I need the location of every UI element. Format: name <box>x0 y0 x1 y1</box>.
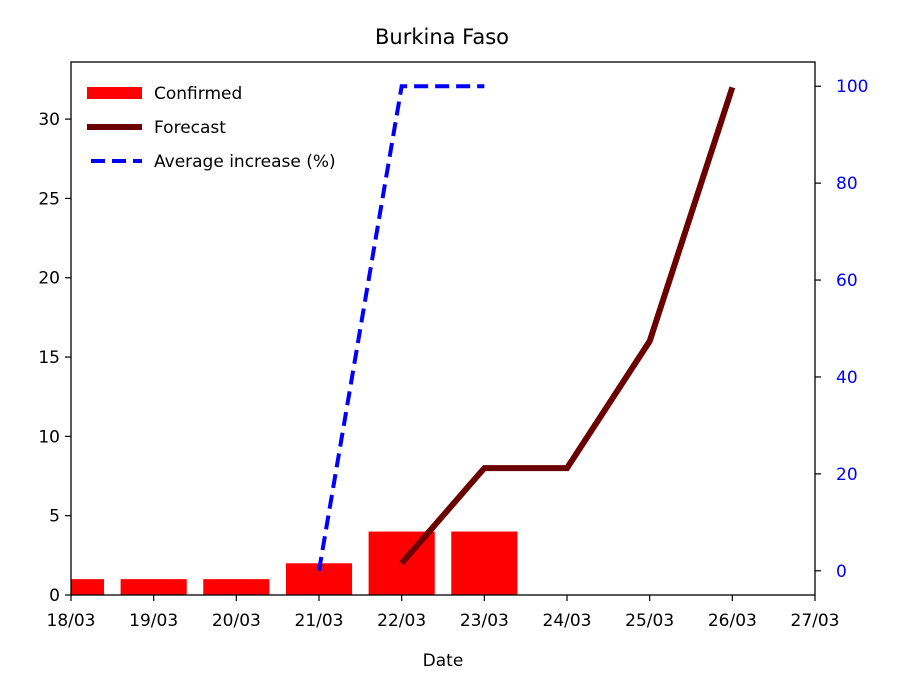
x-tick-label: 20/03 <box>212 611 261 631</box>
y-axis-left: 0 5 10 15 20 25 30 <box>38 110 71 606</box>
x-tick-label: 21/03 <box>295 611 344 631</box>
y-right-tick-label: 40 <box>836 368 858 388</box>
bar-confirmed-23-03 <box>451 531 518 595</box>
y-left-tick-label: 25 <box>38 189 60 209</box>
y-axis-right: 0 20 40 60 80 100 <box>815 77 868 582</box>
x-tick-label: 24/03 <box>543 611 592 631</box>
legend: Confirmed Forecast Average increase (%) <box>87 84 336 172</box>
x-tick-label: 27/03 <box>791 611 840 631</box>
legend-label: Confirmed <box>154 84 242 104</box>
y-right-tick-label: 0 <box>836 562 847 582</box>
x-tick-label: 25/03 <box>625 611 674 631</box>
y-left-tick-label: 20 <box>38 269 60 289</box>
chart-title: Burkina Faso <box>375 25 509 49</box>
y-left-tick-label: 5 <box>49 507 60 527</box>
legend-swatch-confirmed <box>87 87 142 99</box>
y-left-tick-label: 0 <box>49 586 60 606</box>
bar-confirmed-19-03 <box>120 579 187 595</box>
bar-confirmed-20-03 <box>203 579 270 595</box>
x-tick-label: 18/03 <box>47 611 96 631</box>
y-right-tick-label: 60 <box>836 271 858 291</box>
y-right-tick-label: 100 <box>836 77 868 97</box>
plot-area <box>71 84 736 595</box>
x-tick-label: 23/03 <box>460 611 509 631</box>
x-axis-title: Date <box>423 651 464 671</box>
forecast-line <box>399 86 736 566</box>
bar-confirmed-18-03 <box>71 579 105 595</box>
y-left-tick-label: 15 <box>38 348 60 368</box>
average-increase-line <box>317 84 485 572</box>
x-axis: 18/03 19/03 20/03 21/03 22/03 23/03 24/03 25/03… <box>47 595 840 631</box>
plot-frame <box>70 61 816 596</box>
x-tick-label: 19/03 <box>129 611 178 631</box>
x-tick-label: 26/03 <box>708 611 757 631</box>
y-right-tick-label: 20 <box>836 465 858 485</box>
legend-label: Average increase (%) <box>154 152 336 172</box>
y-left-tick-label: 30 <box>38 110 60 130</box>
y-left-tick-label: 10 <box>38 427 60 447</box>
legend-label: Forecast <box>154 118 226 138</box>
y-right-tick-label: 80 <box>836 174 858 194</box>
x-tick-label: 22/03 <box>377 611 426 631</box>
